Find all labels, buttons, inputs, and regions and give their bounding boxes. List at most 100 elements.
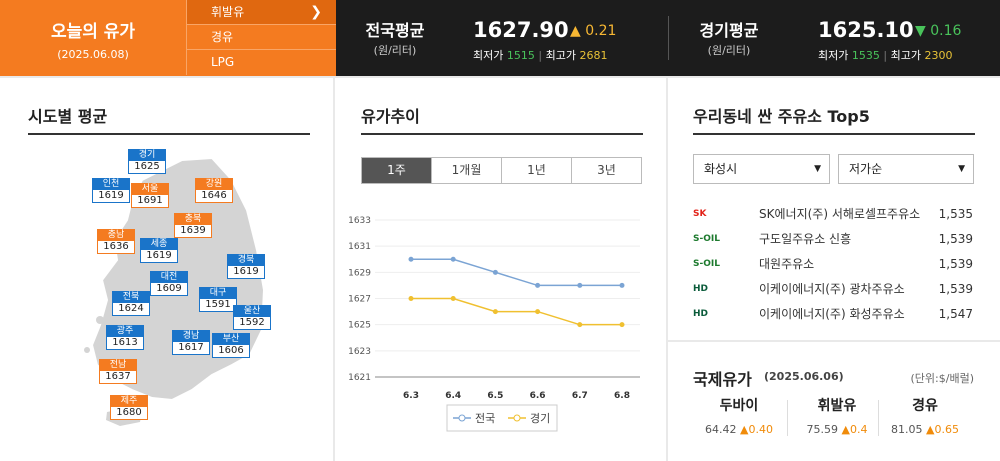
- triangle-up-icon: ▲: [926, 423, 935, 436]
- station-row[interactable]: S-OIL 대원주유소 1,539: [693, 252, 973, 276]
- region-label-6[interactable]: 세종 1619: [140, 238, 178, 263]
- legend-label: 전국: [475, 412, 495, 425]
- national-average-name: 전국평균: [365, 21, 425, 40]
- national-average: 전국평균 (원/리터) 1627.90 ▲ 0.21 최저가 1515 | 최고…: [350, 0, 660, 76]
- station-row[interactable]: S-OIL 구도일주유소 신흥 1,539: [693, 227, 973, 251]
- regional-average-change: ▼ 0.16: [915, 23, 961, 39]
- region-label-0[interactable]: 경기 1625: [128, 149, 166, 174]
- intl-price: 75.59: [806, 423, 839, 436]
- area-select[interactable]: 화성시 ▼: [693, 154, 830, 184]
- region-name: 경남: [173, 331, 209, 342]
- region-label-11[interactable]: 울산 1592: [233, 305, 271, 330]
- station-price: 1,535: [938, 207, 973, 221]
- series-line-1: [411, 297, 622, 326]
- data-point: [408, 256, 414, 262]
- fuel-tab-diesel[interactable]: 경유: [186, 25, 336, 50]
- today-oil-price-badge: 오늘의 유가 (2025.06.08): [0, 0, 186, 76]
- regional-min-price: 1535: [851, 49, 880, 62]
- brand-logo-icon: S-OIL: [693, 259, 720, 269]
- regional-min-max: 최저가 1535 | 최고가 2300: [818, 49, 953, 62]
- region-name: 인천: [93, 179, 129, 190]
- station-name: 이케이에너지(주) 화성주유소: [759, 307, 905, 321]
- station-name: 구도일주유소 신흥: [759, 232, 852, 246]
- fuel-tab-lpg[interactable]: LPG: [186, 50, 336, 75]
- national-average-unit: (원/리터): [373, 44, 417, 57]
- region-name: 울산: [234, 306, 270, 317]
- tab-1-week[interactable]: 1주: [362, 158, 432, 183]
- y-tick-label: 1633: [348, 216, 371, 226]
- chevron-right-icon: ❯: [310, 4, 322, 20]
- fuel-tab-gasoline[interactable]: 휘발유 ❯: [186, 0, 336, 25]
- stations-panel: 우리동네 싼 주유소 Top5: [668, 78, 1000, 340]
- page-date: (2025.06.08): [57, 48, 129, 61]
- region-label-15[interactable]: 전남 1637: [99, 359, 137, 384]
- price-trend-chart: 1633 1631 1629 1627 1625 1623 1621 6.3 6.4 6.5 6.6…: [335, 200, 666, 440]
- sort-select[interactable]: 저가순 ▼: [838, 154, 974, 184]
- divider: [668, 16, 669, 60]
- tab-1-year[interactable]: 1년: [502, 158, 572, 183]
- region-name: 전남: [100, 360, 136, 371]
- x-tick-label: 6.6: [530, 391, 546, 401]
- region-label-4[interactable]: 충북 1639: [174, 213, 212, 238]
- region-name: 광주: [107, 326, 143, 337]
- region-label-12[interactable]: 광주 1613: [106, 325, 144, 350]
- region-label-8[interactable]: 대전 1609: [150, 271, 188, 296]
- station-row[interactable]: HD 이케이에너지(주) 화성주유소 1,547: [693, 302, 973, 326]
- region-label-1[interactable]: 인천 1619: [92, 178, 130, 203]
- international-unit: (단위:$/배럴): [910, 372, 974, 385]
- station-name: 대원주유소: [759, 257, 815, 271]
- triangle-up-icon: ▲: [570, 23, 581, 39]
- national-average-price: 1627.90: [473, 18, 569, 42]
- data-point: [577, 322, 583, 328]
- region-price: 1609: [156, 283, 182, 294]
- data-point: [408, 296, 414, 301]
- region-label-13[interactable]: 경남 1617: [172, 330, 210, 355]
- y-tick-label: 1625: [348, 321, 371, 331]
- region-price: 1680: [116, 407, 142, 418]
- legend-marker: [458, 414, 466, 422]
- station-row[interactable]: SK SK에너지(주) 서해로셀프주유소 1,535: [693, 202, 973, 226]
- intl-name: 휘발유: [817, 398, 857, 414]
- region-price: 1639: [180, 225, 206, 236]
- national-change-value: 0.21: [585, 23, 617, 39]
- region-label-16[interactable]: 제주 1680: [110, 395, 148, 420]
- region-price: 1606: [218, 345, 244, 356]
- region-label-10[interactable]: 대구 1591: [199, 287, 237, 312]
- intl-change: 0.40: [748, 423, 773, 436]
- region-label-3[interactable]: 강원 1646: [195, 178, 233, 203]
- international-panel: 국제유가 (2025.06.06) (단위:$/배럴): [668, 342, 1000, 461]
- national-max-price: 2681: [579, 49, 608, 62]
- sort-select-value: 저가순: [849, 162, 883, 176]
- station-row[interactable]: HD 이케이에너지(주) 광차주유소 1,539: [693, 277, 973, 301]
- data-point: [535, 309, 541, 315]
- regional-average-unit: (원/리터): [707, 44, 751, 57]
- intl-change: 0.4: [849, 423, 868, 436]
- region-name: 경북: [228, 255, 264, 266]
- fuel-tab-label: 경유: [211, 30, 234, 44]
- region-label-5[interactable]: 충남 1636: [97, 229, 135, 254]
- region-price: 1613: [112, 337, 138, 348]
- region-label-7[interactable]: 경북 1619: [227, 254, 265, 279]
- region-label-2[interactable]: 서울 1691: [131, 183, 169, 208]
- legend-marker: [513, 414, 521, 422]
- region-label-9[interactable]: 전북 1624: [112, 291, 150, 316]
- brand-logo-icon: HD: [693, 309, 709, 319]
- x-tick-label: 6.5: [487, 391, 503, 401]
- region-label-14[interactable]: 부산 1606: [212, 333, 250, 358]
- station-price: 1,539: [938, 282, 973, 296]
- tab-1-month[interactable]: 1개월: [432, 158, 502, 183]
- series-line-0: [411, 258, 622, 287]
- regional-max-price: 2300: [924, 49, 953, 62]
- y-tick-label: 1629: [348, 268, 371, 278]
- station-price: 1,539: [938, 232, 973, 246]
- tab-3-years[interactable]: 3년: [572, 158, 641, 183]
- intl-value: 64.42 ▲0.40: [694, 423, 784, 436]
- region-price: 1592: [239, 317, 265, 328]
- fuel-tab-label: 휘발유: [211, 5, 245, 19]
- region-price: 1624: [118, 303, 144, 314]
- x-tick-label: 6.8: [614, 391, 630, 401]
- triangle-up-icon: ▲: [841, 423, 850, 436]
- intl-price: 64.42: [705, 423, 737, 436]
- region-name: 충남: [98, 230, 134, 241]
- region-price: 1637: [105, 371, 131, 382]
